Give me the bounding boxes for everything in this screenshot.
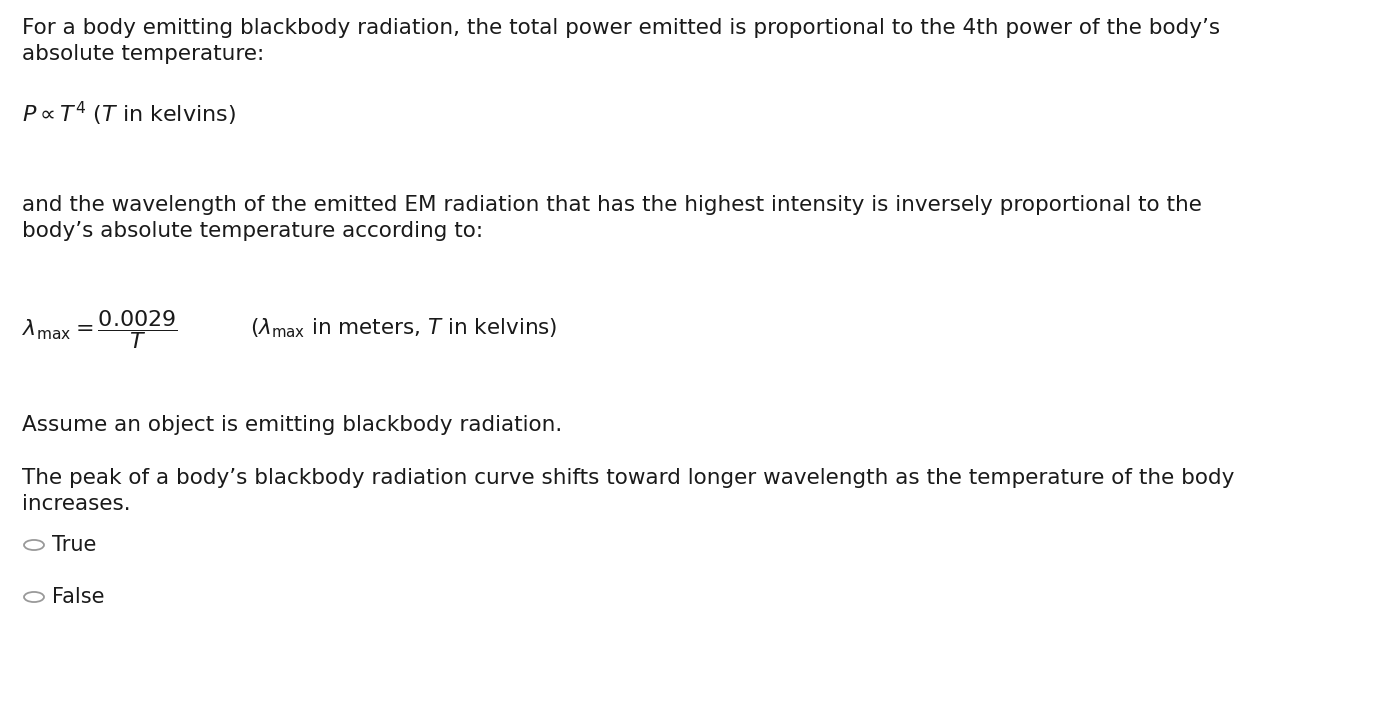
Text: False: False <box>52 587 105 607</box>
Text: Assume an object is emitting blackbody radiation.: Assume an object is emitting blackbody r… <box>22 415 563 435</box>
Text: True: True <box>52 535 97 555</box>
Text: $\lambda_{\mathrm{max}} = \dfrac{0.0029}{T}$: $\lambda_{\mathrm{max}} = \dfrac{0.0029}… <box>22 308 178 351</box>
Text: increases.: increases. <box>22 494 130 514</box>
Text: and the wavelength of the emitted EM radiation that has the highest intensity is: and the wavelength of the emitted EM rad… <box>22 195 1201 215</box>
Text: body’s absolute temperature according to:: body’s absolute temperature according to… <box>22 221 483 241</box>
Text: For a body emitting blackbody radiation, the total power emitted is proportional: For a body emitting blackbody radiation,… <box>22 18 1221 38</box>
Text: The peak of a body’s blackbody radiation curve shifts toward longer wavelength a: The peak of a body’s blackbody radiation… <box>22 468 1235 488</box>
Text: $P \propto T^4$ ($T$ in kelvins): $P \propto T^4$ ($T$ in kelvins) <box>22 100 237 128</box>
Text: ($\lambda_{\mathrm{max}}$ in meters, $T$ in kelvins): ($\lambda_{\mathrm{max}}$ in meters, $T$… <box>251 316 557 339</box>
Text: absolute temperature:: absolute temperature: <box>22 44 265 64</box>
